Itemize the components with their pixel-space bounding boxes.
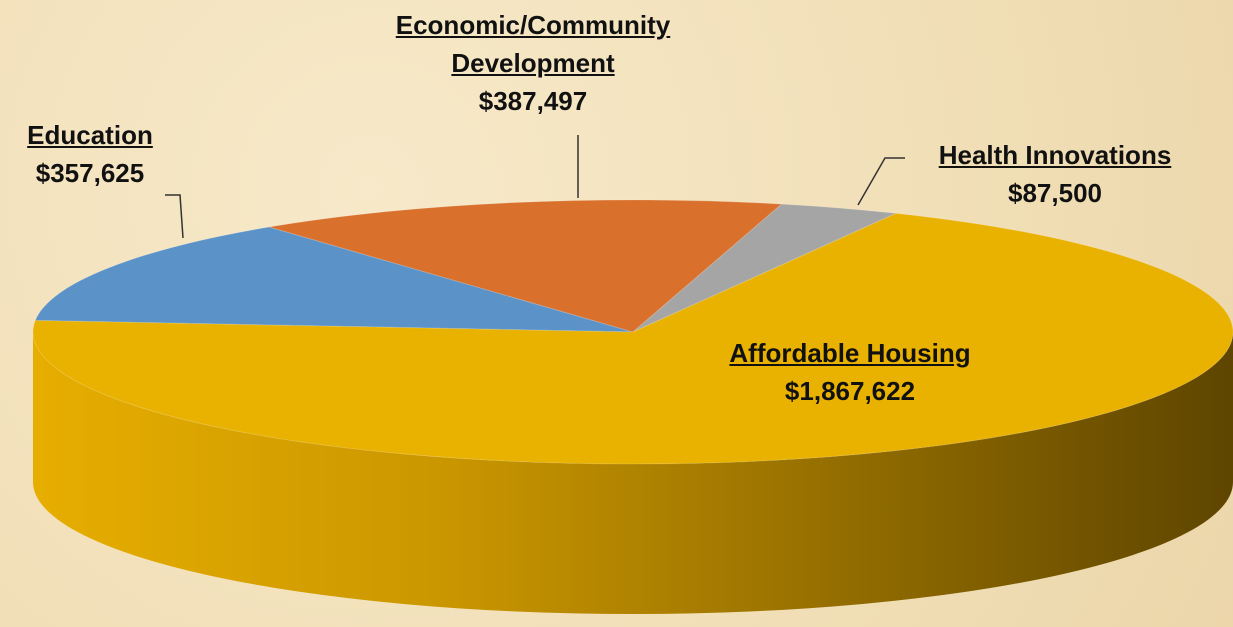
- slice: [34, 226, 634, 333]
- value-label: $357,625: [35, 158, 145, 188]
- data-label: Education $357,625: [0, 116, 200, 192]
- value-label: $387,497: [478, 86, 588, 116]
- slice: [32, 212, 1233, 465]
- category-label: Education: [27, 120, 153, 150]
- category-label: Economic/Community Development: [395, 10, 671, 78]
- data-label: Health Innovations $87,500: [895, 136, 1215, 212]
- category-label: Health Innovations: [938, 140, 1172, 170]
- data-label: Economic/Community Development $387,497: [343, 6, 723, 120]
- slice: [632, 203, 898, 333]
- slice-side: [33, 332, 1233, 614]
- leader-line: [165, 194, 184, 239]
- category-label: Affordable Housing: [729, 338, 971, 368]
- data-label: Affordable Housing $1,867,622: [670, 334, 1030, 410]
- leader-line: [857, 157, 905, 206]
- value-label: $87,500: [1008, 178, 1102, 208]
- value-label: $1,867,622: [784, 376, 916, 406]
- slice: [269, 199, 783, 333]
